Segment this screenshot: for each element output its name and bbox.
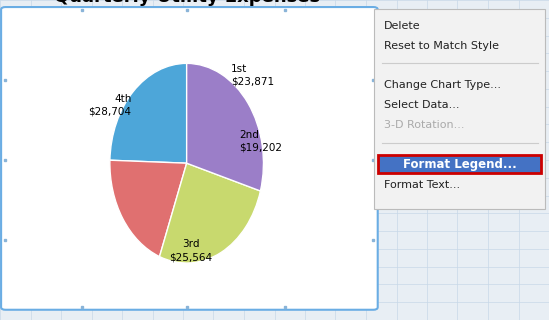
- Bar: [386, 143, 395, 150]
- Bar: [386, 116, 395, 123]
- Bar: [376, 189, 387, 196]
- Text: 2nd
$19,202: 2nd $19,202: [239, 130, 282, 153]
- Wedge shape: [110, 160, 187, 257]
- Wedge shape: [187, 63, 264, 191]
- Wedge shape: [160, 163, 260, 263]
- Bar: [386, 170, 395, 177]
- Text: 4th: 4th: [398, 169, 413, 178]
- Text: Reset to Match Style: Reset to Match Style: [384, 41, 498, 51]
- FancyBboxPatch shape: [379, 69, 436, 193]
- Bar: [379, 69, 384, 73]
- Bar: [431, 191, 436, 195]
- Bar: [405, 69, 410, 73]
- Text: Format Legend...: Format Legend...: [403, 158, 517, 171]
- Text: Format Text...: Format Text...: [384, 180, 460, 189]
- Bar: [428, 189, 439, 196]
- Bar: [386, 89, 395, 96]
- Bar: [378, 156, 541, 173]
- Text: 3rd: 3rd: [398, 141, 413, 151]
- Text: 1st
$23,871: 1st $23,871: [231, 64, 274, 87]
- Bar: [431, 130, 436, 134]
- Text: 3-D Rotation...: 3-D Rotation...: [384, 120, 464, 130]
- Text: 3rd
$25,564: 3rd $25,564: [169, 239, 212, 263]
- Bar: [379, 191, 384, 195]
- Text: Select Data...: Select Data...: [384, 100, 460, 110]
- Text: 1st: 1st: [398, 87, 412, 97]
- Wedge shape: [110, 63, 187, 163]
- Bar: [376, 129, 387, 136]
- Text: 2nd: 2nd: [398, 115, 415, 124]
- FancyBboxPatch shape: [374, 9, 545, 209]
- Text: Delete: Delete: [384, 21, 421, 31]
- Text: Change Chart Type...: Change Chart Type...: [384, 80, 501, 90]
- Bar: [402, 68, 413, 75]
- Title: Quarterly Utility Expenses: Quarterly Utility Expenses: [54, 0, 320, 6]
- Bar: [428, 129, 439, 136]
- Bar: [376, 68, 387, 75]
- Text: 4th
$28,704: 4th $28,704: [88, 94, 131, 117]
- Bar: [428, 68, 439, 75]
- FancyBboxPatch shape: [1, 7, 378, 310]
- Bar: [431, 69, 436, 73]
- Bar: [379, 130, 384, 134]
